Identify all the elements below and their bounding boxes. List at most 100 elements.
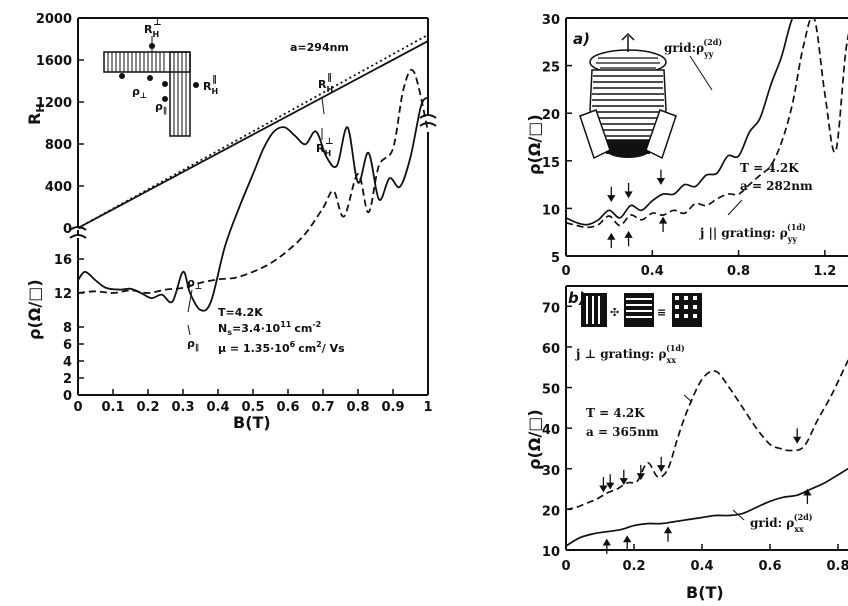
grid-yy-line bbox=[566, 18, 794, 226]
svg-text:≡: ≡ bbox=[657, 306, 666, 319]
arrow-head bbox=[602, 538, 611, 546]
b-y-tick-label: 20 bbox=[542, 504, 560, 519]
left-bottom-y-tick-label: 4 bbox=[63, 355, 72, 370]
grid-xx-label: grid: ρxx(2d) bbox=[750, 512, 813, 534]
grid-gate-inset bbox=[579, 32, 677, 160]
b-x-tick-label: 0 bbox=[561, 559, 570, 574]
a-y-tick-label: 15 bbox=[542, 156, 560, 171]
a-y-tick-label: 5 bbox=[551, 251, 560, 266]
a-ticks: 0 0.4 0.8 1.2 5 10 15 20 25 30 bbox=[542, 13, 836, 279]
left-bottom-y-tick-label: 8 bbox=[63, 321, 72, 336]
arrow-head bbox=[658, 216, 668, 224]
b-y-tick-label: 30 bbox=[542, 464, 560, 479]
left-top-y-tick-label: 0 bbox=[63, 222, 72, 237]
a-y-tick-label: 10 bbox=[542, 203, 560, 218]
left-axis-break-right bbox=[419, 114, 437, 127]
jperp-xx-line bbox=[566, 358, 848, 511]
left-x-tick-label: 0.8 bbox=[346, 400, 369, 415]
left-top-y-tick-label: 2000 bbox=[36, 12, 72, 27]
rho-par-inset-label: ρ∥ bbox=[155, 100, 167, 115]
jpar-pointer bbox=[727, 199, 743, 216]
left-x-tick-label: 0.4 bbox=[206, 400, 229, 415]
arrow-head bbox=[619, 478, 628, 486]
a-y-tick-label: 20 bbox=[542, 108, 560, 123]
left-x-tick-label: 0.2 bbox=[136, 400, 159, 415]
left-bottom-y-tick-label: 12 bbox=[54, 287, 72, 302]
left-x-tick-label: 0.1 bbox=[101, 400, 124, 415]
rho-perp-pointer bbox=[187, 289, 193, 313]
arrow-head bbox=[623, 535, 632, 543]
left-top-y-tick-label: 1200 bbox=[36, 96, 72, 111]
left-y-title-bottom: ρ(Ω/□) bbox=[25, 279, 44, 340]
rho-par-curve-label: ρ∥ bbox=[187, 337, 199, 352]
a-arrows bbox=[607, 169, 668, 249]
b-x-tick-label: 0.2 bbox=[622, 559, 645, 574]
a-x-tick-label: 0.4 bbox=[641, 264, 664, 279]
grating-sum-inset: ✣ ≡ bbox=[581, 293, 702, 327]
a-x-tick-label: 0.8 bbox=[727, 264, 750, 279]
left-bottom-y-tick-label: 0 bbox=[63, 389, 72, 404]
left-x-tick-label: 0.7 bbox=[311, 400, 334, 415]
a-y-tick-label: 30 bbox=[542, 13, 560, 28]
arrow-head bbox=[607, 232, 616, 240]
a-y-title: ρ(Ω/□) bbox=[525, 114, 544, 175]
mobility-label: μ = 1.35·106 cm2/ Vs bbox=[218, 340, 345, 355]
left-x-tick-label: 0 bbox=[73, 400, 82, 415]
rh-par-inset-label: RH∥ bbox=[203, 75, 218, 96]
left-ticks: 0 0.1 0.2 0.3 0.4 0.5 0.6 0.7 0.8 0.9 1 0 400 800 1200… bbox=[36, 12, 433, 415]
arrow-head bbox=[624, 191, 633, 199]
rh-perp-line bbox=[77, 40, 429, 229]
left-x-tick-label: 0.9 bbox=[381, 400, 404, 415]
left-chart: 0 0.1 0.2 0.3 0.4 0.5 0.6 0.7 0.8 0.9 1 0 400 800 1200… bbox=[25, 12, 437, 432]
grid-xx-line bbox=[566, 467, 848, 547]
left-x-title: B(T) bbox=[233, 413, 271, 432]
a-x-tick-label: 0 bbox=[561, 264, 570, 279]
hall-bar-inset bbox=[103, 36, 199, 137]
arrow-head bbox=[656, 177, 666, 185]
b-y-tick-label: 10 bbox=[542, 545, 560, 560]
a-series bbox=[566, 18, 848, 229]
b-x-tick-label: 0.8 bbox=[826, 559, 848, 574]
rh-perp-curve-label: RH⊥ bbox=[316, 137, 333, 158]
b-arrows bbox=[599, 428, 812, 554]
b-lattice-label: a = 365nm bbox=[586, 425, 659, 439]
rh-perp-inset-label: RH⊥ bbox=[144, 18, 161, 39]
left-top-y-tick-label: 400 bbox=[45, 180, 72, 195]
b-y-tick-label: 60 bbox=[542, 342, 560, 357]
b-x-tick-label: 0.4 bbox=[690, 559, 713, 574]
temperature-label: T=4.2K bbox=[218, 306, 263, 319]
b-ticks: 0 0.2 0.4 0.6 0.8 10 20 30 40 50 60 70 bbox=[542, 301, 848, 574]
grid-yy-pointer bbox=[689, 55, 713, 91]
b-y-tick-label: 70 bbox=[542, 301, 560, 316]
rh-par-curve-label: RH∥ bbox=[318, 73, 333, 94]
left-top-y-tick-label: 1600 bbox=[36, 54, 72, 69]
rh-par-pointer bbox=[321, 97, 325, 115]
left-bottom-y-tick-label: 2 bbox=[63, 372, 72, 387]
panel-a-label: a) bbox=[573, 30, 590, 48]
arrow-head bbox=[663, 526, 673, 534]
left-x-tick-label: 0.6 bbox=[276, 400, 299, 415]
arrow-head bbox=[624, 230, 633, 238]
left-y-title-top: RH bbox=[25, 103, 47, 125]
left-top-y-tick-label: 800 bbox=[45, 138, 72, 153]
rh-par-line bbox=[77, 34, 429, 229]
arrow-head bbox=[657, 465, 666, 473]
left-x-tick-label: 0.5 bbox=[241, 400, 264, 415]
rho-par-line bbox=[77, 68, 429, 294]
jpar-yy-line bbox=[566, 18, 848, 229]
a-x-tick-label: 1.2 bbox=[813, 264, 836, 279]
rho-perp-curve-label: ρ⊥ bbox=[187, 276, 202, 291]
grid-yy-label: grid:ρyy(2d) bbox=[664, 37, 722, 59]
rho-perp-line bbox=[77, 96, 429, 312]
left-x-tick-label: 0.3 bbox=[171, 400, 194, 415]
left-bottom-y-tick-label: 16 bbox=[54, 253, 72, 268]
b-temperature-label: T = 4.2K bbox=[586, 406, 645, 420]
a-y-tick-label: 25 bbox=[542, 61, 560, 76]
b-x-tick-label: 0.6 bbox=[758, 559, 781, 574]
b-y-tick-label: 50 bbox=[542, 383, 560, 398]
rho-perp-inset-label: ρ⊥ bbox=[132, 85, 147, 100]
a-lattice-label: a = 282nm bbox=[740, 179, 813, 193]
